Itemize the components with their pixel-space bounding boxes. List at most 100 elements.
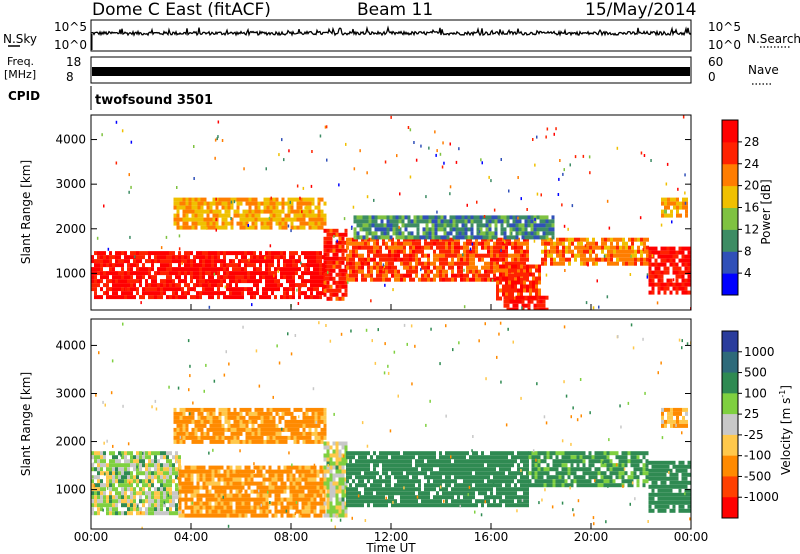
echo-cell bbox=[124, 251, 127, 256]
echo-cell bbox=[445, 253, 448, 258]
echo-cell bbox=[301, 489, 305, 494]
echo-cell bbox=[425, 215, 429, 220]
echo-cell bbox=[316, 287, 319, 292]
echo-cell bbox=[358, 265, 361, 270]
echo-cell bbox=[265, 275, 268, 280]
echo-cell bbox=[352, 451, 355, 456]
echo-cell bbox=[157, 467, 160, 472]
echo-cell bbox=[94, 483, 97, 488]
echo-cell bbox=[94, 499, 97, 504]
echo-cell bbox=[579, 455, 583, 460]
echo-cell bbox=[616, 245, 619, 250]
echo-cell bbox=[196, 493, 200, 498]
echo-cell bbox=[540, 475, 544, 480]
echo-cell bbox=[561, 471, 565, 476]
echo-cell bbox=[550, 261, 553, 266]
echo-cell bbox=[469, 491, 472, 496]
echo-cell bbox=[305, 213, 309, 218]
echo-cell bbox=[338, 264, 342, 269]
echo-cell bbox=[229, 477, 233, 482]
echo-cell bbox=[422, 235, 426, 240]
echo-cell bbox=[592, 249, 595, 254]
echo-cell bbox=[175, 511, 178, 516]
echo-cell bbox=[409, 277, 412, 282]
echo-cell bbox=[479, 227, 483, 232]
echo-cell bbox=[301, 493, 305, 498]
echo-cell bbox=[669, 290, 673, 295]
echo-cell bbox=[346, 253, 349, 258]
echo-cell bbox=[127, 499, 130, 504]
echo-cell bbox=[446, 231, 450, 236]
echo-cell bbox=[163, 479, 166, 484]
scatter-echo bbox=[382, 263, 385, 267]
echo-cell bbox=[376, 245, 379, 250]
echo-cell bbox=[145, 283, 148, 288]
echo-cell bbox=[193, 255, 196, 260]
echo-cell bbox=[451, 463, 454, 468]
echo-cell bbox=[594, 459, 598, 464]
echo-cell bbox=[627, 479, 631, 484]
echo-cell bbox=[283, 271, 286, 276]
echo-cell bbox=[412, 237, 415, 242]
echo-cell bbox=[253, 501, 257, 506]
echo-cell bbox=[109, 279, 112, 284]
echo-cell bbox=[277, 279, 280, 284]
echo-cell bbox=[187, 481, 191, 486]
echo-cell bbox=[561, 459, 565, 464]
echo-cell bbox=[541, 249, 544, 254]
echo-cell bbox=[268, 493, 272, 498]
echo-cell bbox=[94, 283, 97, 288]
echo-cell bbox=[672, 250, 676, 255]
echo-cell bbox=[517, 503, 520, 508]
echo-cell bbox=[341, 236, 345, 241]
echo-cell bbox=[556, 249, 559, 254]
echo-cell bbox=[404, 215, 408, 220]
echo-cell bbox=[206, 221, 210, 226]
echo-cell bbox=[678, 250, 682, 255]
echo-cell bbox=[630, 459, 634, 464]
echo-cell bbox=[344, 457, 348, 462]
echo-cell bbox=[619, 253, 622, 258]
echo-cell bbox=[326, 513, 330, 518]
echo-cell bbox=[220, 251, 223, 256]
echo-cell bbox=[214, 469, 218, 474]
echo-cell bbox=[193, 271, 196, 276]
echo-cell bbox=[539, 303, 543, 308]
echo-cell bbox=[580, 245, 583, 250]
y-tick-label: 3000 bbox=[55, 177, 86, 191]
echo-cell bbox=[539, 299, 543, 304]
echo-cell bbox=[169, 271, 172, 276]
echo-cell bbox=[451, 491, 454, 496]
echo-cell bbox=[160, 291, 163, 296]
echo-cell bbox=[124, 475, 127, 480]
echo-cell bbox=[427, 241, 430, 246]
echo-cell bbox=[616, 237, 619, 242]
echo-cell bbox=[568, 257, 571, 262]
echo-cell bbox=[455, 223, 459, 228]
echo-cell bbox=[242, 225, 246, 230]
echo-cell bbox=[625, 257, 628, 262]
echo-cell bbox=[437, 227, 441, 232]
echo-cell bbox=[388, 479, 391, 484]
echo-cell bbox=[576, 475, 580, 480]
echo-cell bbox=[223, 291, 226, 296]
echo-cell bbox=[338, 509, 342, 514]
echo-cell bbox=[451, 269, 454, 274]
echo-cell bbox=[263, 201, 267, 206]
echo-cell bbox=[109, 287, 112, 292]
echo-cell bbox=[515, 223, 519, 228]
echo-cell bbox=[685, 209, 688, 214]
echo-cell bbox=[412, 257, 415, 262]
echo-cell bbox=[200, 217, 204, 222]
echo-cell bbox=[118, 491, 121, 496]
echo-cell bbox=[287, 197, 291, 202]
scatter-echo bbox=[373, 198, 375, 202]
echo-cell bbox=[298, 481, 302, 486]
echo-cell bbox=[298, 473, 302, 478]
echo-cell bbox=[112, 255, 115, 260]
echo-cell bbox=[274, 493, 278, 498]
echo-cell bbox=[491, 219, 495, 224]
echo-cell bbox=[250, 295, 253, 300]
echo-cell bbox=[326, 240, 330, 245]
echo-cell bbox=[199, 485, 203, 490]
